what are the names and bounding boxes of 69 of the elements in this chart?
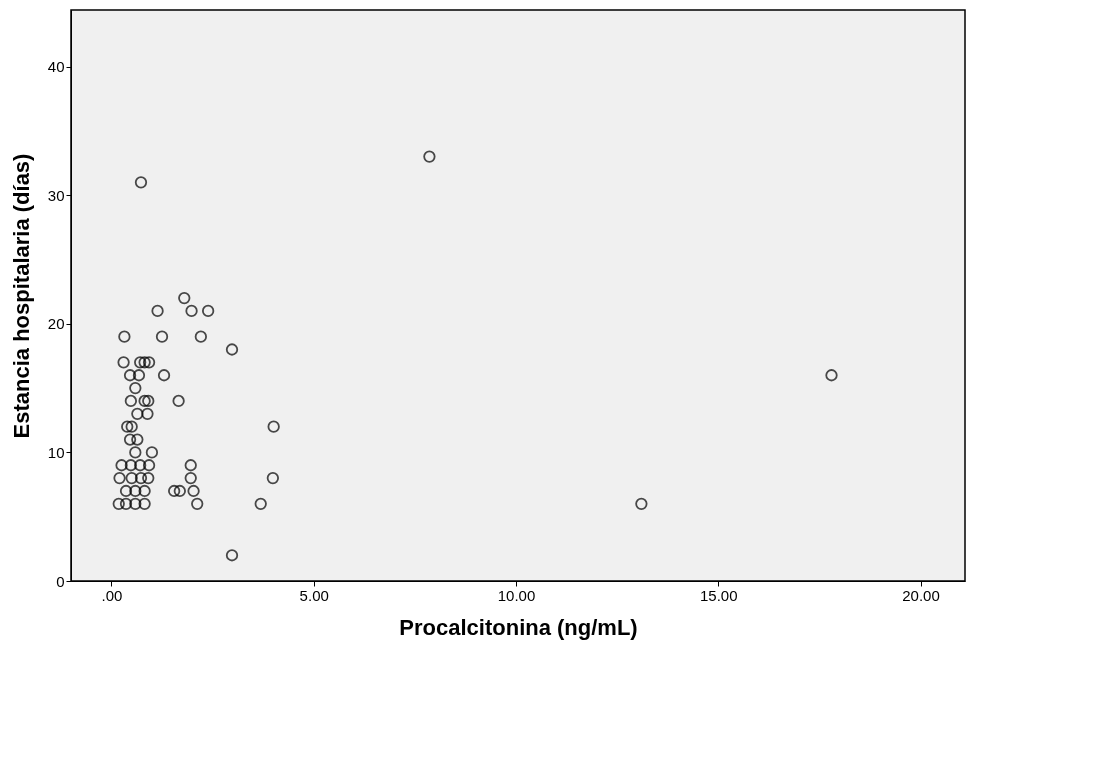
y-tick-label: 0 bbox=[56, 572, 65, 590]
point bbox=[119, 484, 133, 498]
point bbox=[254, 497, 267, 510]
point bbox=[141, 407, 154, 420]
point bbox=[115, 459, 128, 472]
point bbox=[117, 356, 130, 369]
point bbox=[138, 356, 151, 369]
point bbox=[225, 549, 239, 562]
point bbox=[155, 330, 169, 343]
point bbox=[129, 484, 142, 498]
point bbox=[157, 369, 171, 382]
x-tick-label: 10.00 bbox=[497, 586, 536, 604]
point bbox=[138, 484, 151, 498]
point bbox=[191, 497, 204, 510]
point bbox=[151, 304, 164, 318]
point bbox=[225, 343, 239, 356]
point bbox=[825, 369, 838, 382]
y-axis-title: Estancia hospitalaria (días) bbox=[8, 153, 34, 439]
x-axis-title: Procalcitonina (ng/mL) bbox=[399, 614, 638, 640]
x-tick-label: 15.00 bbox=[699, 586, 738, 604]
point bbox=[168, 484, 181, 498]
point bbox=[123, 433, 137, 446]
point bbox=[184, 459, 197, 472]
point bbox=[134, 356, 147, 369]
point bbox=[138, 497, 151, 510]
y-tick-label: 20 bbox=[47, 315, 65, 333]
point bbox=[201, 304, 215, 318]
point bbox=[131, 407, 144, 420]
x-tick-label: 20.00 bbox=[902, 586, 940, 604]
x-tick-label: .00 bbox=[101, 586, 123, 604]
point bbox=[173, 484, 186, 498]
point bbox=[172, 394, 185, 408]
x-tick-label: 5.00 bbox=[299, 586, 329, 604]
point bbox=[142, 394, 155, 408]
point bbox=[267, 420, 280, 433]
point bbox=[129, 497, 142, 510]
point bbox=[138, 394, 151, 408]
point bbox=[134, 176, 148, 189]
point bbox=[266, 471, 279, 485]
point bbox=[125, 420, 138, 433]
point bbox=[118, 330, 131, 343]
point bbox=[134, 459, 147, 472]
point bbox=[125, 471, 138, 485]
point bbox=[132, 369, 146, 382]
point bbox=[131, 433, 144, 446]
point bbox=[134, 471, 148, 485]
point bbox=[635, 497, 648, 510]
point bbox=[129, 446, 142, 459]
point bbox=[178, 291, 191, 305]
point bbox=[113, 471, 126, 485]
point bbox=[123, 369, 137, 382]
point bbox=[142, 471, 155, 485]
point bbox=[142, 356, 156, 369]
point bbox=[145, 446, 159, 459]
point bbox=[194, 330, 207, 343]
point bbox=[129, 381, 142, 395]
point bbox=[187, 484, 200, 498]
point bbox=[121, 420, 134, 433]
point bbox=[142, 459, 156, 472]
point bbox=[112, 497, 125, 510]
y-tick-label: 30 bbox=[47, 186, 65, 204]
y-tick-label: 40 bbox=[47, 58, 65, 76]
point bbox=[423, 150, 436, 163]
point bbox=[119, 497, 133, 510]
point bbox=[124, 394, 138, 408]
y-tick-label: 10 bbox=[47, 443, 65, 461]
point bbox=[124, 459, 138, 472]
point bbox=[184, 471, 197, 485]
point bbox=[185, 304, 198, 318]
